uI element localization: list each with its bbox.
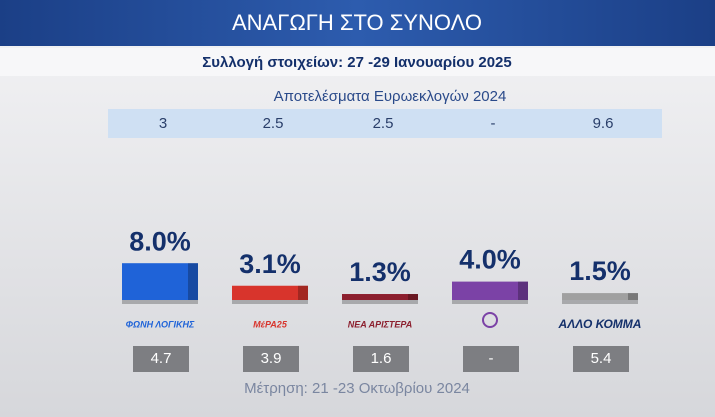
previous-title: Μέτρηση: 21 -23 Οκτωβρίου 2024	[244, 380, 470, 397]
previous-box	[573, 346, 629, 372]
bar-base	[452, 300, 528, 304]
bar-side	[628, 293, 638, 300]
bar	[342, 294, 418, 300]
bar	[232, 285, 308, 300]
previous-value: 1.6	[371, 350, 392, 367]
previous-box	[353, 346, 409, 372]
value-label: 1.3%	[349, 257, 411, 287]
reference-title: Αποτελέσματα Ευρωεκλογών 2024	[274, 88, 507, 105]
subtitle: Συλλογή στοιχείων: 27 -29 Ιανουαρίου 202…	[202, 54, 511, 71]
value-label: 3.1%	[239, 249, 301, 279]
party-label: ΦΩΝΗ ΛΟΓΙΚΗΣ	[126, 319, 195, 329]
party-logo	[482, 312, 498, 328]
party-label: ΑΛΛΟ ΚΟΜΜΑ	[558, 317, 642, 331]
bar	[122, 263, 198, 300]
previous-value: -	[489, 350, 494, 367]
reference-value: 3	[159, 115, 167, 132]
party-label: ΜέΡΑ25	[253, 319, 288, 329]
reference-value: -	[491, 115, 496, 132]
previous-value: 5.4	[591, 350, 612, 367]
reference-value: 2.5	[263, 115, 284, 132]
bar-side	[298, 285, 308, 300]
reference-value: 9.6	[593, 115, 614, 132]
previous-box	[243, 346, 299, 372]
reference-row	[108, 109, 662, 138]
value-label: 1.5%	[569, 256, 631, 286]
bar-side	[188, 263, 198, 300]
bar-base	[232, 300, 308, 304]
bar-base	[122, 300, 198, 304]
previous-box	[133, 346, 189, 372]
bar-base	[342, 300, 418, 304]
bar-side	[518, 281, 528, 300]
party-label: ΝΕΑ ΑΡΙΣΤΕΡΑ	[348, 319, 413, 329]
value-label: 8.0%	[129, 226, 191, 256]
previous-box	[463, 346, 519, 372]
subtitle-band	[0, 48, 715, 76]
previous-value: 3.9	[261, 350, 282, 367]
header-band	[0, 0, 715, 46]
previous-value: 4.7	[151, 350, 172, 367]
reference-value: 2.5	[373, 115, 394, 132]
value-label: 4.0%	[459, 245, 521, 275]
bar	[452, 281, 528, 300]
bar-side	[408, 294, 418, 300]
bar	[562, 293, 638, 300]
chart-title: ΑΝΑΓΩΓΗ ΣΤΟ ΣΥΝΟΛΟ	[232, 10, 482, 35]
bar-base	[562, 300, 638, 304]
